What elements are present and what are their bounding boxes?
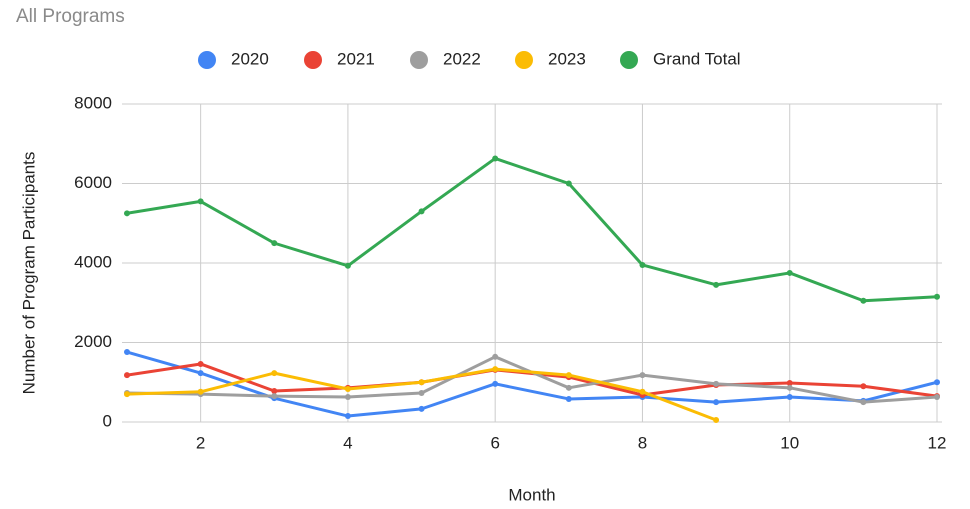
data-point [639, 388, 646, 395]
x-tick-label: 12 [928, 433, 947, 452]
data-point [344, 393, 351, 400]
data-point [713, 417, 720, 424]
data-point [418, 389, 425, 396]
data-point [639, 372, 646, 379]
data-point [713, 380, 720, 387]
data-point [344, 386, 351, 393]
y-axis-label: Number of Program Participants [19, 152, 38, 395]
legend-label: 2020 [231, 49, 269, 68]
data-point [124, 210, 130, 217]
data-point [786, 393, 793, 400]
data-point [713, 281, 720, 288]
chart-title: All Programs [16, 6, 125, 27]
data-point [271, 387, 278, 394]
data-point [934, 379, 940, 386]
x-axis-label: Month [508, 485, 555, 504]
data-point [639, 261, 646, 268]
legend-swatch [410, 51, 428, 69]
data-point [271, 370, 278, 377]
x-tick-label: 8 [638, 433, 647, 452]
x-tick-label: 2 [196, 433, 205, 452]
legend-swatch [304, 51, 322, 69]
data-point [860, 399, 867, 406]
data-point [197, 388, 204, 395]
data-point [786, 269, 793, 276]
data-point [344, 413, 351, 420]
data-point [860, 297, 867, 304]
data-point [492, 155, 499, 162]
data-point [492, 366, 499, 373]
legend-label: 2022 [443, 49, 481, 68]
data-point [565, 180, 572, 187]
data-point [786, 384, 793, 391]
data-point [934, 393, 940, 400]
data-point [197, 360, 204, 367]
series-line [126, 156, 938, 303]
data-point [934, 293, 940, 300]
data-point [418, 379, 425, 386]
data-point [860, 383, 867, 390]
legend-swatch [515, 51, 533, 69]
data-point [344, 262, 351, 269]
data-point [271, 240, 278, 247]
data-point [124, 349, 130, 356]
y-tick-label: 4000 [74, 252, 112, 271]
data-point [565, 395, 572, 402]
data-point [492, 353, 499, 360]
x-tick-label: 6 [490, 433, 499, 452]
legend-swatch [620, 51, 638, 69]
legend-label: Grand Total [653, 49, 741, 68]
data-point [124, 391, 130, 398]
data-point [565, 384, 572, 391]
x-tick-label: 4 [343, 433, 352, 452]
legend-label: 2023 [548, 49, 586, 68]
data-point [124, 372, 130, 379]
y-tick-label: 8000 [74, 93, 112, 112]
data-point [197, 198, 204, 205]
data-point [492, 380, 499, 387]
data-point [565, 372, 572, 379]
x-tick-label: 10 [780, 433, 799, 452]
legend-label: 2021 [337, 49, 375, 68]
series-line [126, 350, 938, 418]
data-point [418, 208, 425, 215]
data-point [197, 370, 204, 377]
data-point [418, 405, 425, 412]
y-tick-label: 2000 [74, 332, 112, 351]
legend-swatch [198, 51, 216, 69]
data-point [271, 393, 278, 400]
data-point [713, 399, 720, 406]
y-tick-label: 0 [103, 411, 112, 430]
y-tick-label: 6000 [74, 173, 112, 192]
data-point [786, 380, 793, 387]
